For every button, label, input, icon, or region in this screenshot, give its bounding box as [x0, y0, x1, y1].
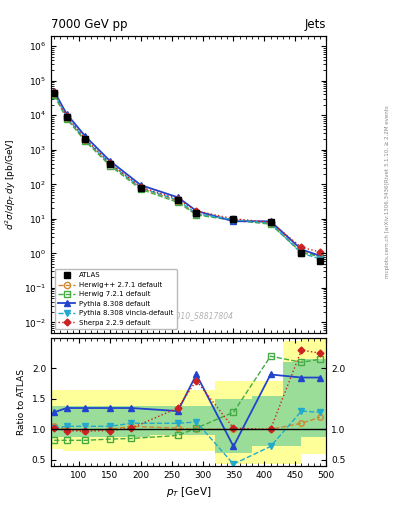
Legend: ATLAS, Herwig++ 2.7.1 default, Herwig 7.2.1 default, Pythia 8.308 default, Pythi: ATLAS, Herwig++ 2.7.1 default, Herwig 7.… — [55, 269, 177, 329]
Text: Rivet 3.1.10, ≥ 2.2M events: Rivet 3.1.10, ≥ 2.2M events — [385, 105, 389, 182]
X-axis label: $p_T$ [GeV]: $p_T$ [GeV] — [166, 485, 211, 499]
Y-axis label: $d^2\sigma/dp_T\,dy$ [pb/GeV]: $d^2\sigma/dp_T\,dy$ [pb/GeV] — [4, 138, 18, 230]
Y-axis label: Ratio to ATLAS: Ratio to ATLAS — [17, 369, 26, 435]
Text: Jets: Jets — [305, 18, 326, 31]
Text: 7000 GeV pp: 7000 GeV pp — [51, 18, 128, 31]
Text: mcplots.cern.ch [arXiv:1306.3436]: mcplots.cern.ch [arXiv:1306.3436] — [385, 183, 389, 278]
Text: ATLAS_2010_S8817804: ATLAS_2010_S8817804 — [143, 311, 234, 320]
